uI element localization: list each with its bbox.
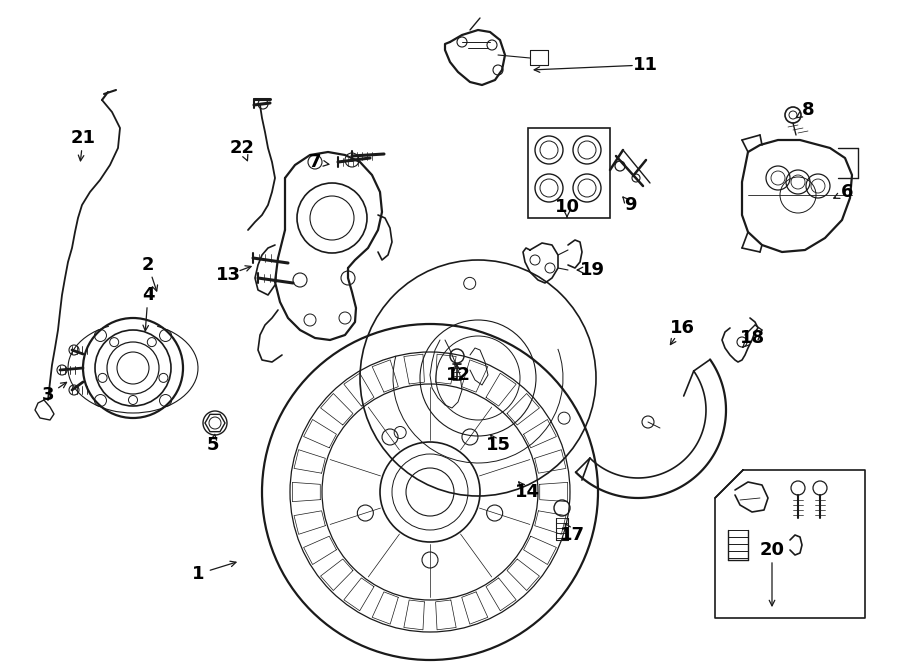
Text: 16: 16 — [670, 319, 695, 337]
Text: 3: 3 — [41, 386, 54, 404]
Bar — [528, 128, 610, 218]
Text: 6: 6 — [841, 183, 853, 201]
Text: 2: 2 — [142, 256, 154, 274]
Text: 8: 8 — [802, 101, 814, 119]
Text: 11: 11 — [633, 56, 658, 74]
Text: 5: 5 — [207, 436, 220, 454]
Text: 13: 13 — [215, 266, 240, 284]
Text: 10: 10 — [554, 198, 580, 216]
Text: 19: 19 — [580, 261, 605, 279]
Text: 21: 21 — [70, 129, 95, 147]
Text: 12: 12 — [446, 366, 471, 384]
Text: 7: 7 — [309, 153, 321, 171]
Text: 9: 9 — [624, 196, 636, 214]
Text: 14: 14 — [515, 483, 539, 501]
Text: 17: 17 — [560, 526, 584, 544]
Text: 1: 1 — [192, 565, 204, 583]
Text: 15: 15 — [485, 436, 510, 454]
Text: 22: 22 — [230, 139, 255, 157]
Text: 4: 4 — [142, 286, 154, 304]
Text: 20: 20 — [760, 541, 785, 559]
Text: 18: 18 — [740, 329, 765, 347]
